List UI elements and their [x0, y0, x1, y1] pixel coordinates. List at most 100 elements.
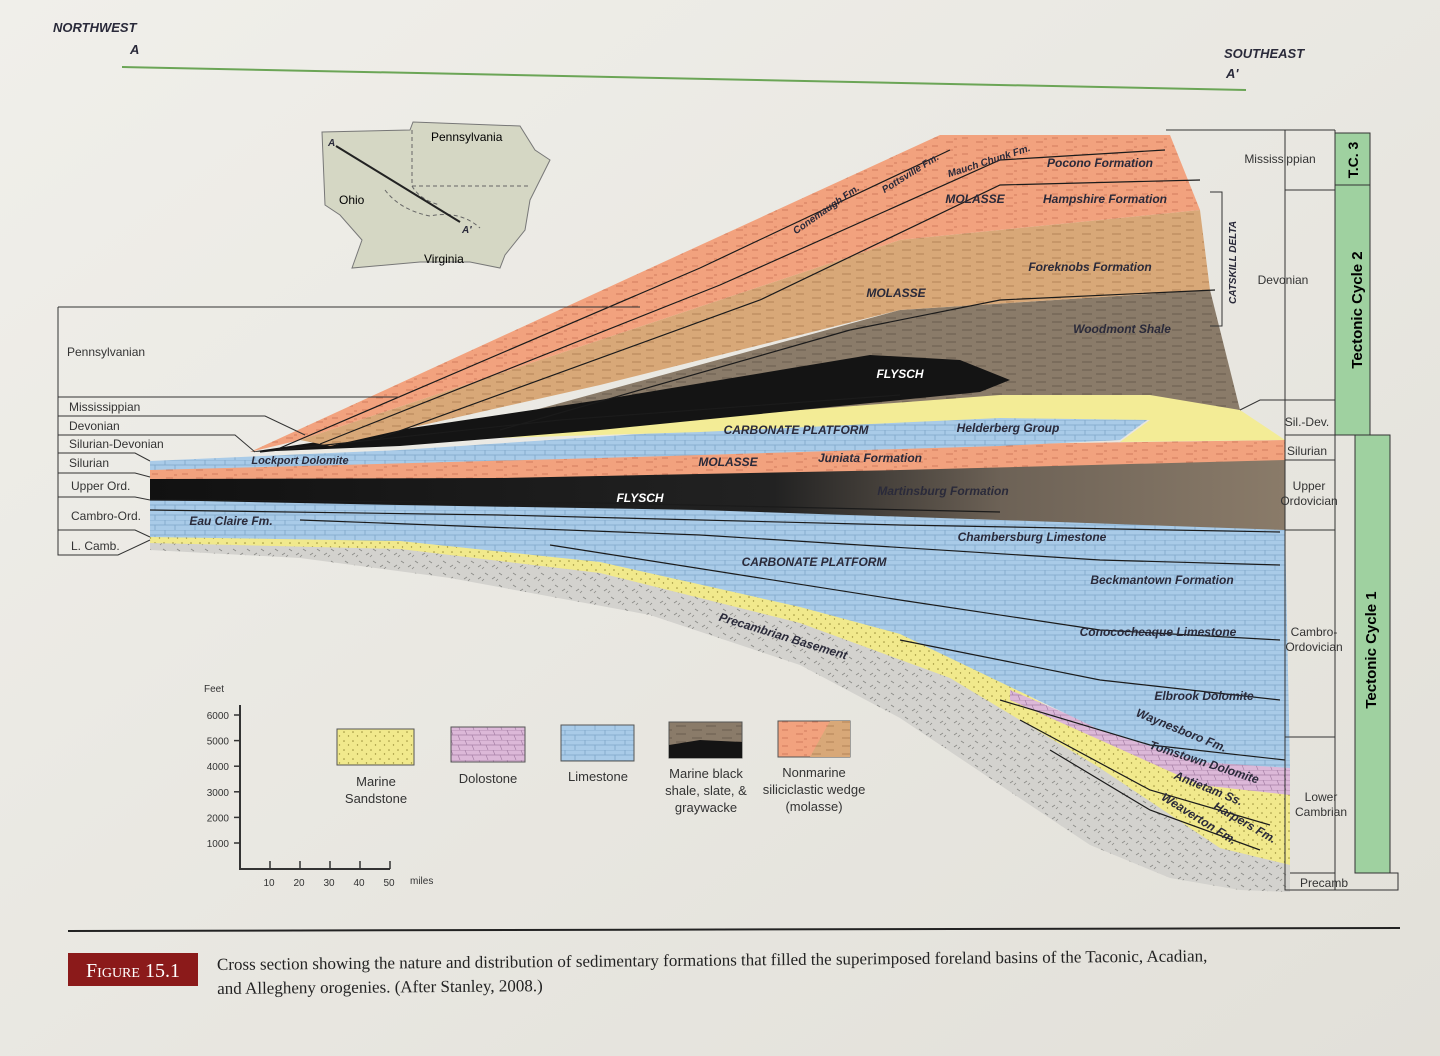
scale-label: 50 [383, 878, 395, 889]
formation-label: Elbrook Dolomite [1154, 689, 1254, 703]
period-label: Mississippian [1244, 152, 1315, 166]
cycle-label: Tectonic Cycle 1 [1363, 591, 1380, 708]
scale-label: 2000 [207, 813, 230, 824]
section-end: A' [1225, 66, 1239, 81]
period-label: Lower Cambrian [1295, 790, 1347, 819]
map-label: Ohio [339, 193, 365, 207]
cycle-label: T.C. 3 [1345, 142, 1361, 179]
direction: SOUTHEAST [1224, 46, 1305, 61]
outline [669, 740, 742, 758]
outline [1010, 690, 1290, 795]
outline [321, 121, 551, 269]
formation-label: Martinsburg Formation [877, 484, 1008, 498]
formation-label: Pocono Formation [1047, 156, 1153, 170]
outline [57, 306, 640, 556]
map-label: A [327, 138, 335, 149]
period-label: Pennsylvanian [67, 345, 145, 359]
line-shape [335, 145, 461, 223]
outline [300, 210, 1210, 446]
period-label: Upper Ord. [71, 479, 130, 493]
outline [384, 130, 530, 229]
map-label: Pennsylvania [431, 130, 503, 144]
formation-label: Eau Claire Fm. [189, 514, 272, 528]
legend-label: Limestone [568, 769, 628, 784]
formation-label: CARBONATE PLATFORM [742, 555, 888, 569]
scale-bar: Feet miles 6000 5000 4000 3000 2000 1000 10 20 3… [204, 684, 433, 889]
formation-label: CARBONATE PLATFORM [724, 423, 870, 437]
formation-label: Hampshire Formation [1043, 192, 1167, 206]
outline [150, 440, 1285, 479]
scale-label: 5000 [207, 737, 230, 748]
direction: NORTHWEST [53, 20, 138, 35]
scale-label: 20 [293, 878, 305, 889]
map-label: A' [461, 225, 472, 236]
delta-label: CATSKILL DELTA [1228, 221, 1239, 304]
period-label: Cambro-Ordovician [1285, 625, 1342, 654]
formation-label: Beckmantown Formation [1090, 573, 1233, 587]
outline [150, 458, 1285, 530]
scale-label: 40 [353, 878, 365, 889]
period-label: Devonian [1258, 273, 1309, 287]
formation-label: MOLASSE [866, 286, 926, 300]
legend-label: Nonmarine siliciclastic wedge (molasse) [763, 765, 866, 814]
outline [150, 540, 1290, 892]
section-line [121, 66, 1247, 91]
map-inset: Pennsylvania Ohio Virginia A A' [321, 121, 551, 269]
outline [500, 393, 1285, 442]
outline [150, 500, 1290, 768]
cross-section [149, 135, 1290, 892]
outline [1210, 191, 1223, 327]
formation-label: Conococheaque Limestone [1080, 625, 1237, 639]
scale-label: Feet [204, 684, 224, 695]
period-label: Devonian [69, 419, 120, 433]
period-label: Silurian [69, 456, 109, 470]
outline [149, 499, 1286, 851]
rect-shape [450, 726, 526, 763]
formation-label: MOLASSE [945, 192, 1005, 206]
formation-label: Foreknobs Formation [1028, 260, 1151, 274]
cycle-label: Tectonic Cycle 2 [1349, 251, 1366, 368]
period-label: L. Camb. [71, 539, 120, 553]
outline [250, 135, 1200, 452]
formation-label: FLYSCH [876, 367, 923, 381]
figure-number: Figure 15.1 [86, 960, 180, 982]
outline [150, 536, 1290, 865]
scale-label: 30 [323, 878, 335, 889]
outline [250, 355, 1010, 452]
period-label: Cambro-Ord. [71, 509, 141, 523]
formation-label: Helderberg Group [957, 421, 1060, 435]
rect-shape [68, 953, 198, 986]
period-label: Silurian [1287, 444, 1327, 458]
outline [259, 149, 1216, 453]
legend-label: Dolostone [459, 771, 518, 786]
formation-label: Lockport Dolomite [251, 455, 348, 467]
scale-label: 3000 [207, 788, 230, 799]
formation-label: Juniata Formation [818, 451, 922, 465]
period-label: Upper Ordovician [1280, 479, 1337, 508]
rect-shape [1334, 132, 1371, 186]
formation-label: Woodmont Shale [1073, 322, 1171, 336]
period-label: Silurian-Devonian [69, 437, 164, 451]
outline [810, 721, 850, 757]
period-label: Precamb [1300, 876, 1348, 890]
formation-label: Chambersburg Limestone [958, 530, 1107, 544]
outline [239, 705, 390, 870]
rect-shape [1354, 434, 1391, 874]
period-label: Sil.-Dev. [1285, 415, 1329, 429]
rect-shape [336, 728, 415, 766]
scale-label: 4000 [207, 762, 230, 773]
outline [1166, 129, 1336, 891]
left-periods: Pennsylvanian Mississippian Devonian Sil… [57, 306, 640, 556]
period-label: Mississippian [69, 400, 140, 414]
scale-label: 10 [263, 878, 275, 889]
legend-label: Marine Sandstone [345, 774, 407, 806]
rect-shape [560, 724, 635, 762]
map-label: Virginia [424, 252, 464, 266]
section-end: A [129, 42, 139, 57]
formation-label: FLYSCH [616, 491, 663, 505]
right-periods: CATSKILL DELTA Mississippian Devonian Si… [1166, 129, 1399, 891]
outline [1335, 872, 1399, 891]
